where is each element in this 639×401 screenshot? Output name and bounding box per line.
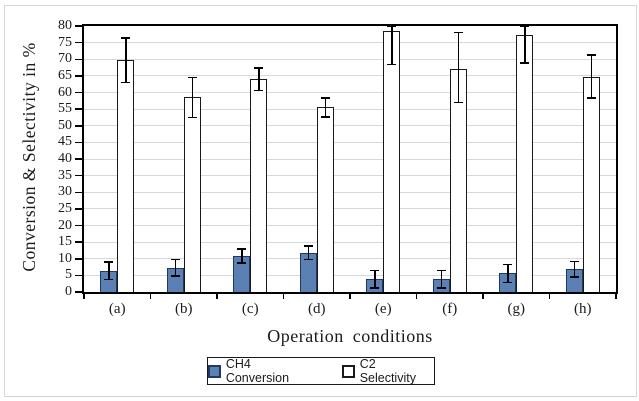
category-label-h: (h) [574,301,592,317]
y-axis-tick [75,158,82,160]
x-axis-title: Operation conditions [267,326,433,346]
y-axis-tick [75,25,82,27]
y-axis-tick [75,58,82,60]
category-label-f: (f) [442,301,458,317]
y-axis-tick [75,224,82,227]
category-label-g: (g) [507,301,526,317]
x-axis-tick [615,294,617,299]
y-axis-title: Conversion & Selectivity in % [19,42,39,272]
x-axis-tick [482,294,484,299]
y-axis-tick [75,108,82,110]
y-axis-tick [75,174,82,177]
y-axis-tick [75,241,82,243]
y-axis-tick [75,75,82,77]
y-axis-tick [75,41,82,44]
category-label-b: (b) [175,301,193,317]
x-axis-tick [349,294,351,299]
x-axis-tick [548,294,551,299]
x-axis-tick [282,294,285,299]
y-axis-tick [75,141,82,144]
category-label-d: (d) [308,301,326,317]
y-axis-tick [75,125,82,127]
x-axis-tick [415,294,418,299]
legend-item-c2: C2 Selectivity [341,357,434,385]
y-axis-tick [75,191,82,193]
category-label-c: (c) [241,301,259,317]
legend-label-c2: C2 Selectivity [359,357,416,385]
legend: CH4 Conversion C2 Selectivity [207,357,435,385]
y-axis-tick [75,258,82,260]
y-axis-tick [75,208,82,210]
x-axis-tick [83,294,85,299]
x-axis-tick [149,294,152,299]
y-axis-tick [75,291,82,293]
y-axis-tick [75,274,82,277]
category-label-a: (a) [108,301,126,317]
legend-marker-c2-icon [341,364,355,378]
category-label-e: (e) [374,301,392,317]
x-axis-tick [216,294,218,299]
legend-label-ch4: CH4 Conversion [225,357,290,385]
legend-item-ch4: CH4 Conversion [208,357,316,385]
legend-marker-ch4-icon [208,364,221,378]
plot-area [82,24,618,294]
y-axis-tick [75,91,82,94]
